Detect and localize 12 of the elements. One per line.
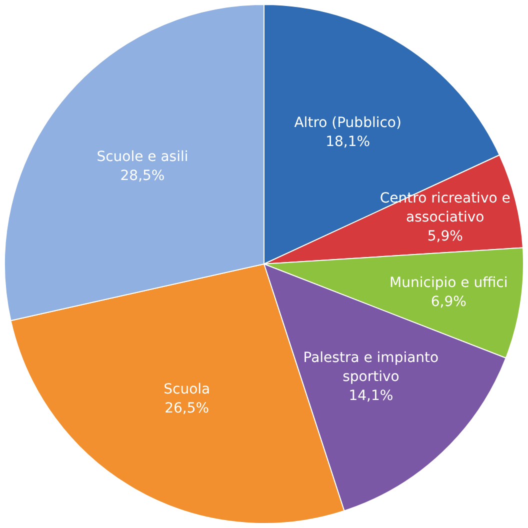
slice-label: Municipio e uffici [390,274,508,291]
data-label: 18,1% [326,134,370,150]
data-label: 26,5% [164,400,210,416]
data-label: 28,5% [120,168,165,184]
slice-label: Altro (Pubblico) [294,114,402,131]
slice-label: Scuole e asili [96,148,188,165]
slice-label: Scuola [164,381,210,398]
data-label: 6,9% [430,294,466,310]
data-label: 5,9% [427,228,463,245]
data-label: 14,1% [348,388,394,404]
slice-label: Centro ricreativo e associativo [380,190,510,226]
slice-label: Palestra e impianto sportivo [303,350,439,385]
